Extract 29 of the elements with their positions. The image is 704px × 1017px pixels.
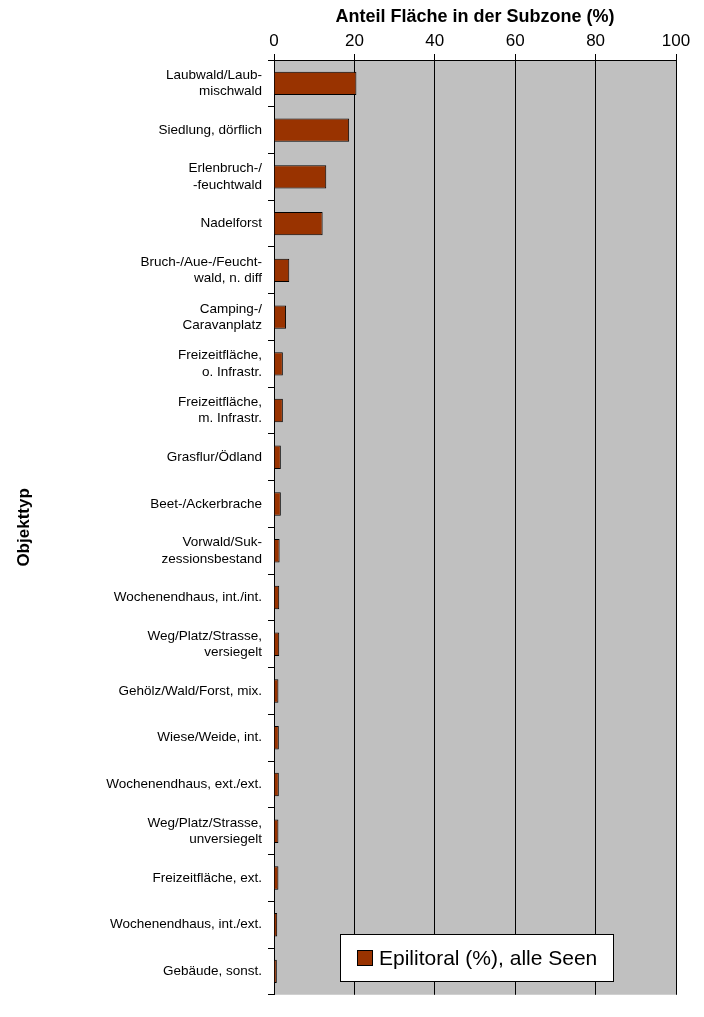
x-tick-label: 80 bbox=[586, 31, 606, 51]
y-tick-label: Freizeitfläche, m. Infrastr. bbox=[177, 394, 262, 426]
y-tick-label: Gehölz/Wald/Forst, mix. bbox=[118, 682, 262, 698]
x-tick-label: 0 bbox=[269, 31, 279, 51]
y-tick-label: Siedlung, dörflich bbox=[158, 121, 262, 137]
y-tick-label: Gebäude, sonst. bbox=[162, 963, 262, 979]
y-tick-label: Freizeitfläche, ext. bbox=[152, 869, 262, 885]
legend-label: Epilitoral (%), alle Seen bbox=[379, 946, 598, 970]
x-tick-label: 100 bbox=[661, 31, 691, 51]
y-tick-label: Wochenendhaus, int./int. bbox=[113, 589, 262, 605]
x-tick-label: 60 bbox=[505, 31, 525, 51]
y-tick-label: Laubwald/Laub- mischwald bbox=[165, 66, 262, 99]
y-tick-label: Beet-/Ackerbrache bbox=[150, 495, 262, 511]
chart-title: Anteil Fläche in der Subzone (%) bbox=[335, 5, 615, 26]
y-axis-title: Objekttyp bbox=[13, 488, 33, 567]
y-tick-label: Wochenendhaus, ext./ext. bbox=[106, 776, 262, 792]
y-tick-label: Vorwald/Suk- zessionsbestand bbox=[161, 534, 262, 566]
y-tick-label: Bruch-/Aue-/Feucht- wald, n. diff bbox=[140, 253, 263, 286]
x-tick-label: 20 bbox=[344, 31, 364, 51]
y-tick-label: Wiese/Weide, int. bbox=[157, 729, 262, 745]
y-tick-label: Erlenbruch-/ -feuchtwald bbox=[188, 160, 263, 192]
y-tick-label: Grasflur/Ödland bbox=[166, 449, 262, 465]
y-tick-label: Freizeitfläche, o. Infrastr. bbox=[177, 347, 262, 379]
y-tick-label: Camping-/ Caravanplatz bbox=[182, 300, 263, 332]
y-tick-label: Wochenendhaus, int./ext. bbox=[109, 916, 262, 932]
y-tick-label: Weg/Platz/Strasse, unversiegelt bbox=[147, 814, 263, 847]
y-tick-label: Nadelforst bbox=[200, 215, 263, 231]
y-tick-label: Weg/Platz/Strasse, versiegelt bbox=[147, 627, 263, 660]
x-tick-label: 40 bbox=[425, 31, 445, 51]
